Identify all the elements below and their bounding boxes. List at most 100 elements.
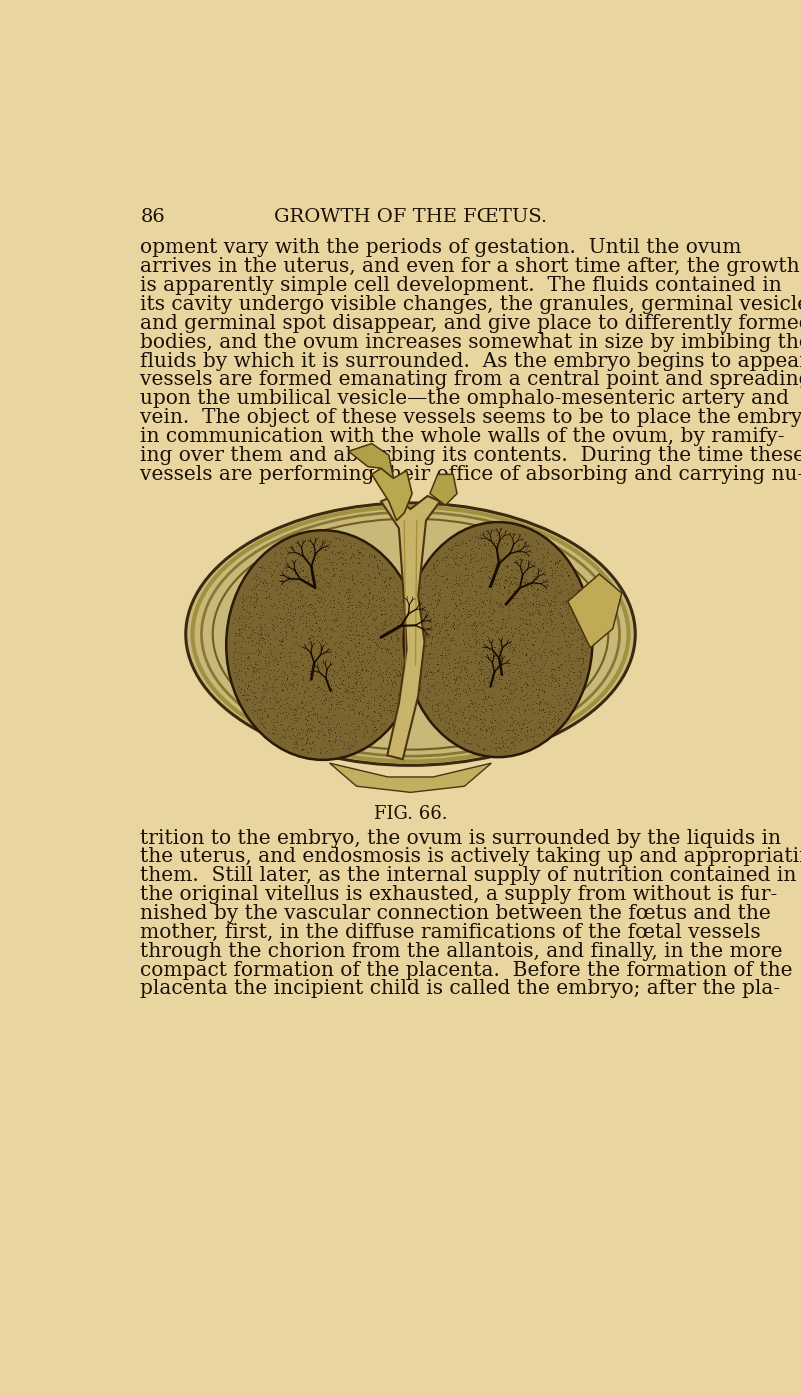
Point xyxy=(418,582,431,604)
Point xyxy=(510,551,523,574)
Point xyxy=(445,586,458,609)
Point xyxy=(508,727,521,750)
Point xyxy=(557,611,570,634)
Point xyxy=(344,561,357,584)
Point xyxy=(318,532,331,554)
Point xyxy=(465,733,477,755)
Point xyxy=(421,644,434,666)
Point xyxy=(479,558,492,581)
Point xyxy=(371,556,384,578)
Point xyxy=(351,688,364,711)
Point xyxy=(314,565,327,588)
Point xyxy=(577,649,590,671)
Point xyxy=(332,591,344,613)
Point xyxy=(537,720,550,743)
Point xyxy=(477,708,490,730)
Point xyxy=(460,649,473,671)
Point xyxy=(376,625,388,648)
Point xyxy=(523,553,536,575)
Point xyxy=(350,641,363,663)
Point xyxy=(349,677,362,699)
Point xyxy=(321,729,334,751)
Point xyxy=(534,715,547,737)
Point xyxy=(236,593,249,616)
Point xyxy=(493,546,505,568)
Point xyxy=(527,725,540,747)
Point xyxy=(532,533,545,556)
Point xyxy=(453,535,465,557)
Point xyxy=(520,586,533,609)
Point xyxy=(505,738,517,761)
Point xyxy=(504,655,517,677)
Point xyxy=(348,685,360,708)
Point xyxy=(567,656,580,678)
Point xyxy=(562,664,574,687)
Point xyxy=(525,575,537,597)
Point xyxy=(435,582,448,604)
Point xyxy=(486,698,499,720)
Point xyxy=(568,683,581,705)
Text: the original vitellus is exhausted, a supply from without is fur-: the original vitellus is exhausted, a su… xyxy=(140,885,778,905)
Point xyxy=(479,563,492,585)
Point xyxy=(265,595,278,617)
Point xyxy=(416,652,429,674)
Point xyxy=(256,715,269,737)
Point xyxy=(562,586,575,609)
Point xyxy=(331,734,344,757)
Point xyxy=(430,660,443,683)
Point xyxy=(420,565,433,588)
Point xyxy=(365,624,378,646)
Point xyxy=(449,649,461,671)
Point xyxy=(444,676,457,698)
Point xyxy=(501,691,513,713)
Point xyxy=(315,677,328,699)
Point xyxy=(482,670,495,692)
Point xyxy=(362,697,375,719)
Point xyxy=(509,557,521,579)
Point xyxy=(421,599,434,621)
Point xyxy=(487,589,500,611)
Point xyxy=(317,568,330,591)
Point xyxy=(553,674,566,697)
Point xyxy=(541,694,553,716)
Point xyxy=(368,616,381,638)
Point xyxy=(485,712,497,734)
Point xyxy=(406,614,419,637)
Point xyxy=(320,557,332,579)
Point xyxy=(374,659,387,681)
Point xyxy=(441,623,454,645)
Point xyxy=(459,597,472,620)
Point xyxy=(248,586,260,609)
Point xyxy=(464,704,477,726)
Point xyxy=(543,600,556,623)
Point xyxy=(451,618,464,641)
Point xyxy=(261,637,274,659)
Point xyxy=(420,692,433,715)
Point xyxy=(284,603,296,625)
Point xyxy=(485,725,497,747)
Point xyxy=(322,560,335,582)
Point xyxy=(368,609,381,631)
Point xyxy=(495,565,508,588)
Point xyxy=(422,673,435,695)
Point xyxy=(379,652,392,674)
Point xyxy=(531,617,544,639)
Point xyxy=(554,642,567,664)
Point xyxy=(353,603,366,625)
Point xyxy=(408,621,421,644)
Point xyxy=(256,628,268,651)
Point xyxy=(429,577,441,599)
Point xyxy=(353,690,366,712)
Point xyxy=(299,712,312,734)
Point xyxy=(469,596,481,618)
Point xyxy=(518,634,531,656)
Point xyxy=(442,539,455,561)
Point xyxy=(537,687,549,709)
Point xyxy=(348,681,360,704)
Point xyxy=(348,671,361,694)
Point xyxy=(363,637,376,659)
Point xyxy=(545,694,557,716)
Point xyxy=(563,618,576,641)
Point xyxy=(482,606,495,628)
Point xyxy=(343,595,356,617)
